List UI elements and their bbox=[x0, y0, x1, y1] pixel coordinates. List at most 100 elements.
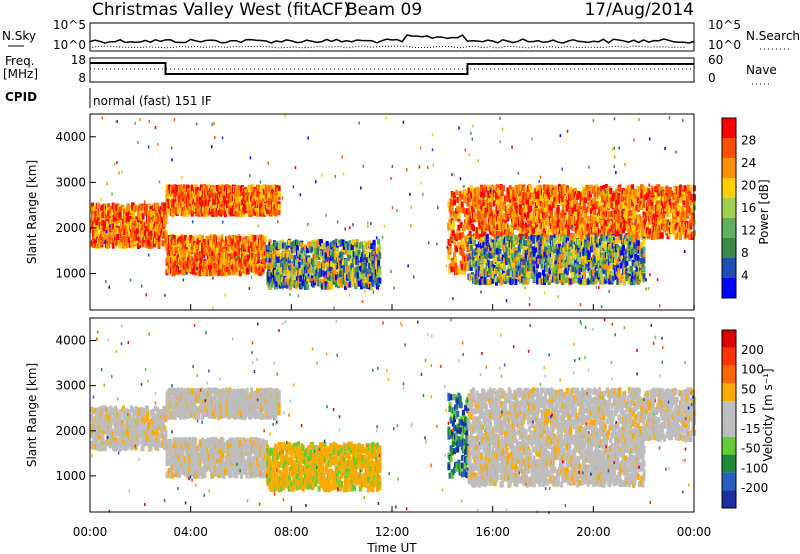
power-cell bbox=[277, 185, 281, 192]
power-cell bbox=[476, 187, 480, 194]
power-cell bbox=[344, 283, 347, 290]
power-cell bbox=[465, 257, 469, 264]
power-cell bbox=[448, 263, 452, 270]
power-cell bbox=[119, 242, 123, 249]
power-cell bbox=[524, 204, 528, 211]
power-cell bbox=[467, 207, 471, 214]
power-cell bbox=[107, 203, 111, 210]
power-cell bbox=[125, 210, 129, 217]
power-cell bbox=[519, 203, 522, 210]
power-cell bbox=[366, 266, 370, 273]
power-cell bbox=[451, 260, 455, 267]
power-cell bbox=[132, 212, 136, 218]
power-cell bbox=[130, 231, 133, 238]
power-cell bbox=[131, 242, 135, 249]
power-cell bbox=[227, 242, 231, 249]
power-cell bbox=[140, 233, 144, 240]
power-cell bbox=[525, 190, 529, 197]
power-cell bbox=[217, 235, 220, 242]
nave-label: Nave bbox=[746, 63, 777, 77]
power-cell bbox=[203, 185, 207, 192]
power-cell bbox=[220, 208, 224, 215]
power-cell bbox=[275, 280, 279, 287]
power-cell bbox=[252, 267, 256, 274]
power-cell bbox=[237, 190, 241, 197]
power-cell bbox=[143, 209, 147, 216]
power-cell bbox=[475, 194, 479, 200]
power-cell bbox=[263, 259, 267, 266]
power-cell bbox=[322, 262, 326, 269]
power-cell bbox=[543, 232, 546, 239]
power-cell bbox=[536, 185, 540, 192]
power-cell bbox=[370, 256, 374, 263]
power-cell bbox=[311, 267, 315, 274]
power-cell bbox=[337, 271, 341, 278]
power-cell bbox=[198, 234, 202, 241]
power-cell bbox=[329, 280, 333, 287]
nsky-panel bbox=[89, 22, 695, 52]
power-cell bbox=[283, 242, 287, 249]
power-cell bbox=[469, 185, 473, 192]
power-cell bbox=[196, 238, 200, 245]
power-cell bbox=[126, 203, 130, 210]
power-cell bbox=[170, 250, 174, 257]
power-cell bbox=[498, 224, 502, 231]
power-cell bbox=[371, 280, 375, 287]
nsky-label: N.Sky bbox=[2, 29, 36, 43]
power-cell bbox=[231, 239, 235, 246]
power-cell bbox=[552, 226, 556, 233]
power-cell bbox=[257, 257, 260, 263]
power-cell bbox=[294, 259, 298, 266]
power-cell bbox=[372, 239, 376, 246]
power-cell bbox=[300, 253, 304, 260]
power-cell bbox=[334, 274, 338, 281]
power-cell bbox=[361, 268, 365, 275]
power-cell bbox=[133, 235, 137, 242]
power-cell bbox=[204, 200, 208, 207]
power-cell bbox=[182, 191, 186, 198]
power-cell bbox=[464, 235, 468, 242]
power-cell bbox=[291, 273, 295, 280]
power-cell bbox=[448, 267, 452, 274]
freq-label: Freq. bbox=[5, 54, 35, 68]
power-cell bbox=[142, 226, 146, 233]
power-cell bbox=[263, 236, 267, 243]
power-cell bbox=[267, 201, 271, 208]
power-cell bbox=[189, 234, 193, 241]
power-cell bbox=[311, 258, 315, 265]
power-cell bbox=[198, 254, 202, 261]
power-cell bbox=[450, 266, 454, 273]
power-cell bbox=[460, 232, 464, 239]
power-cell bbox=[96, 225, 100, 231]
power-cell bbox=[553, 196, 557, 203]
power-cell bbox=[267, 260, 271, 267]
power-cell bbox=[458, 200, 462, 207]
power-cell bbox=[453, 192, 456, 199]
power-cell bbox=[308, 276, 312, 283]
power-cell bbox=[496, 224, 500, 231]
power-cell bbox=[190, 243, 194, 250]
power-cell bbox=[316, 239, 320, 246]
power-cell bbox=[273, 194, 276, 201]
power-cell bbox=[108, 230, 112, 237]
power-cell bbox=[448, 246, 452, 253]
power-cell bbox=[478, 194, 482, 201]
power-cell bbox=[163, 202, 167, 209]
power-cell bbox=[447, 251, 451, 258]
power-cell bbox=[448, 222, 452, 229]
power-cell bbox=[246, 254, 250, 261]
power-cell bbox=[202, 193, 206, 200]
power-cell bbox=[260, 239, 264, 246]
power-cell bbox=[199, 184, 203, 191]
power-cell bbox=[123, 235, 127, 242]
nave-tick-bottom: 0 bbox=[708, 71, 716, 85]
power-cell bbox=[254, 206, 258, 213]
power-cell bbox=[556, 208, 560, 215]
power-cell bbox=[262, 240, 266, 246]
power-cell bbox=[545, 206, 549, 213]
power-cell bbox=[220, 234, 224, 241]
power-cell bbox=[277, 266, 281, 273]
power-cell bbox=[350, 244, 354, 251]
power-cell bbox=[374, 272, 378, 279]
power-cell bbox=[211, 250, 215, 257]
